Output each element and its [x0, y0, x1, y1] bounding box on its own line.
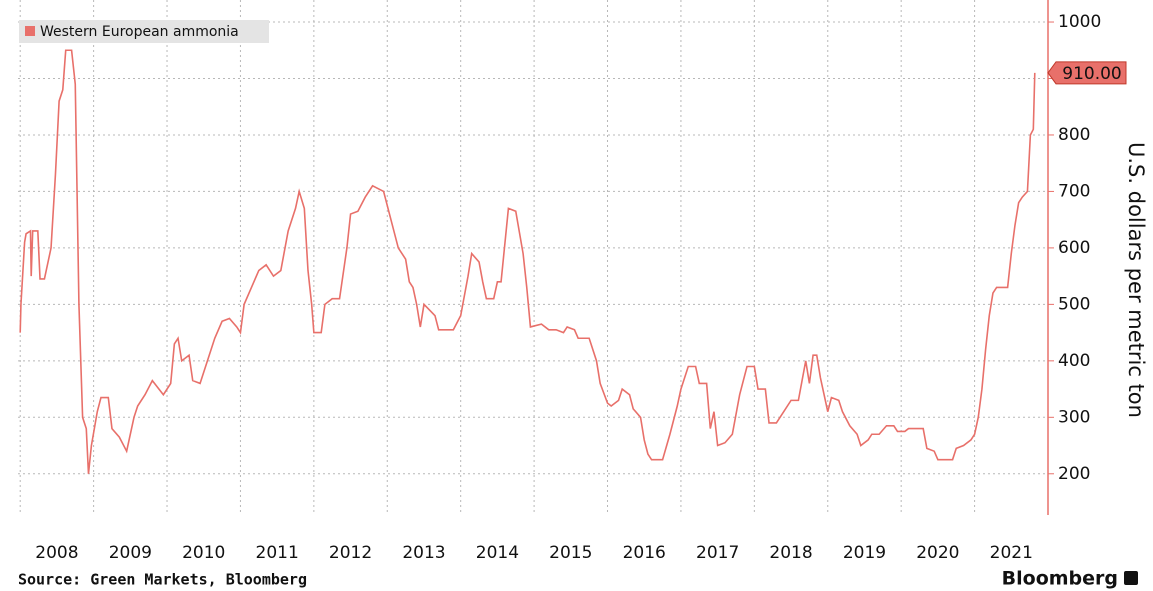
- x-tick-label: 2009: [109, 543, 152, 563]
- legend-label: Western European ammonia: [40, 24, 239, 40]
- y-tick-label: 400: [1058, 351, 1090, 371]
- y-tick-label: 800: [1058, 125, 1090, 145]
- value-badge: [1047, 61, 1127, 85]
- x-tick-label: 2020: [916, 543, 959, 563]
- x-tick-label: 2014: [476, 543, 519, 563]
- x-tick-label: 2010: [182, 543, 225, 563]
- y-tick-label: 700: [1058, 181, 1090, 201]
- y-tick-label: 600: [1058, 238, 1090, 258]
- y-tick-label: 200: [1058, 464, 1090, 484]
- x-tick-label: 2018: [769, 543, 812, 563]
- brand: Bloomberg: [1002, 568, 1118, 590]
- brand-icon: [1124, 571, 1138, 585]
- line-series: [19, 49, 1036, 474]
- source-note: Source: Green Markets, Bloomberg: [18, 571, 307, 589]
- y-axis-title: U.S. dollars per metric ton: [1124, 142, 1148, 418]
- legend-box: [19, 20, 269, 43]
- x-tick-label: 2021: [990, 543, 1033, 563]
- x-tick-label: 2011: [256, 543, 299, 563]
- y-tick-label: 1000: [1058, 12, 1101, 32]
- x-tick-label: 2016: [623, 543, 666, 563]
- y-tick-label: 300: [1058, 407, 1090, 427]
- x-tick-label: 2017: [696, 543, 739, 563]
- x-tick-label: 2015: [549, 543, 592, 563]
- x-tick-label: 2008: [35, 543, 78, 563]
- legend-swatch: [25, 26, 35, 36]
- value-label: 910.00: [1062, 64, 1121, 84]
- x-tick-label: 2013: [402, 543, 445, 563]
- x-tick-label: 2019: [843, 543, 886, 563]
- x-tick-label: 2012: [329, 543, 372, 563]
- y-tick-label: 500: [1058, 294, 1090, 314]
